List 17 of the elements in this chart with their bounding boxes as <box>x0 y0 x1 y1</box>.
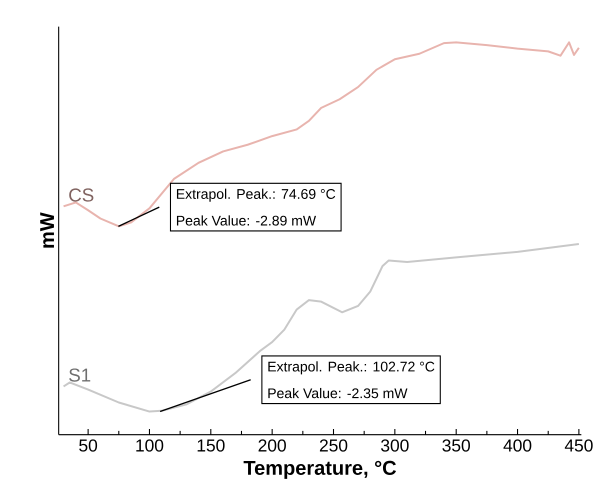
x-axis-title: Temperature, °C <box>244 460 396 479</box>
series-label: S1 <box>69 368 90 382</box>
annotation: Peak Value: -2.35 mW <box>268 388 408 398</box>
x-tick-label: 450 <box>564 439 593 452</box>
annotation: Extrapol. Peak.: 102.72 °C <box>268 361 434 374</box>
y-axis-title: mW <box>40 212 54 248</box>
annotation: Peak Value: -2.89 mW <box>176 215 316 226</box>
x-tick-label: 200 <box>258 439 286 452</box>
x-tick-label: 250 <box>320 439 348 452</box>
x-tick-label: 150 <box>198 439 225 452</box>
x-tick-label: 50 <box>79 439 98 452</box>
series-label: CS <box>69 188 94 202</box>
x-tick-label: 350 <box>442 439 470 452</box>
x-tick-label: 400 <box>503 439 532 452</box>
x-tick-label: 100 <box>136 439 164 452</box>
annotation: Extrapol. Peak.: 74.69 °C <box>176 188 336 202</box>
x-tick-label: 300 <box>381 439 409 452</box>
